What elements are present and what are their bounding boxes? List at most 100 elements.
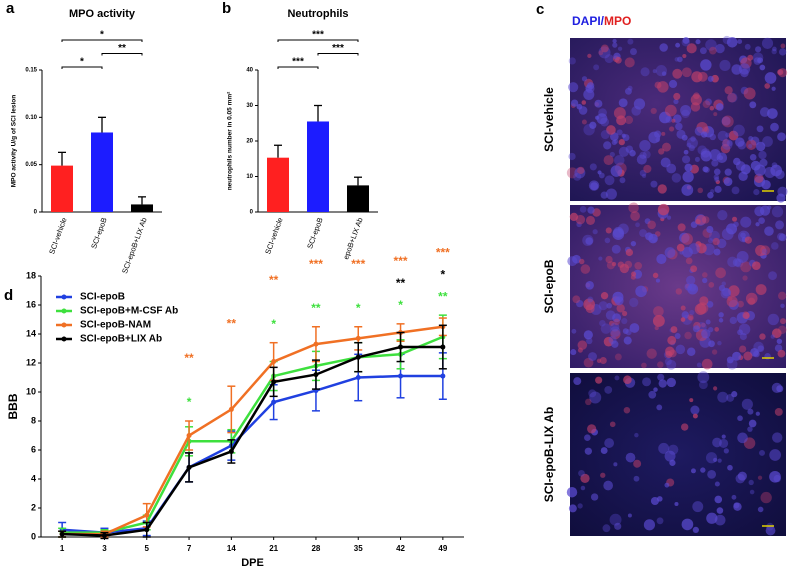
cell [617,46,623,51]
cell [738,171,748,181]
cell [669,459,676,466]
cell [776,193,786,203]
cell [759,449,766,456]
cell [714,327,720,332]
cell [770,334,775,339]
cell [727,92,737,103]
cell [600,191,608,199]
significance-label: *** [332,43,344,54]
cell [642,173,647,179]
cell [656,517,664,525]
cell [705,39,717,51]
significance-bracket [277,39,359,42]
cell [718,312,724,318]
cell [593,64,600,71]
cell [767,313,780,326]
cell [717,130,729,142]
cell [740,232,746,239]
cell [688,315,694,321]
cell [604,237,611,244]
cell [764,226,774,236]
cell [674,501,679,507]
micrograph [570,205,786,368]
cell [680,104,692,116]
cell [598,301,608,311]
cell [669,126,675,132]
cell [700,467,706,473]
cell [635,222,640,228]
cell [707,192,714,199]
y-tick-label: 10 [26,386,36,396]
cell [585,398,592,406]
micrograph [570,373,786,536]
cell [594,99,603,108]
cell [712,237,720,246]
cell [706,225,714,234]
cell [613,226,624,238]
cell [634,261,643,270]
cell [711,159,719,167]
cell [633,98,646,110]
cell [692,526,699,534]
cell [666,359,677,370]
cell [778,233,787,242]
cell [731,64,742,75]
cell [780,43,786,49]
cell [753,341,764,353]
cell [677,56,683,63]
bar [91,132,113,212]
significance-label: ** [184,351,194,365]
cell [603,141,612,150]
panel-letter: b [222,0,231,17]
cell [600,292,609,300]
cell [691,71,703,83]
y-axis-label: BBB [6,393,20,419]
significance-label: *** [436,245,450,259]
significance-bracket [277,66,319,69]
cell [771,382,783,394]
cell [706,300,714,308]
cell [715,43,725,54]
cell [775,220,785,230]
cell [633,459,642,468]
cell [697,145,707,155]
cell [777,69,784,76]
cell [743,87,756,100]
cell [676,129,686,139]
cell [606,302,613,309]
cell [714,495,723,504]
cell [696,302,709,314]
cell [697,187,704,194]
cell [613,139,619,144]
cell [681,109,690,119]
cell [600,129,610,140]
cell [748,144,753,149]
cell [740,261,752,273]
legend-label: SCI-epoB-NAM [80,320,151,331]
significance-label: * [356,301,361,315]
cell [642,377,652,387]
cell [611,140,617,146]
chart-title: Neutrophils [287,8,348,20]
cell [742,312,750,320]
cell [707,469,717,479]
cell [648,390,657,399]
cell [700,59,712,71]
panel-letter: a [6,0,15,17]
cell [574,167,586,179]
cell [616,129,623,136]
y-tick-label: 6 [31,444,36,454]
cell [692,413,698,419]
cell [577,340,588,350]
cell [623,375,632,385]
cell [585,304,595,314]
cell [692,325,700,333]
panel-letter: d [4,287,13,304]
y-tick-label: 12 [26,357,36,367]
image-title-part: DAPI [572,14,601,28]
significance-label: * [441,267,446,281]
cell [719,438,729,448]
y-tick-label: 16 [26,299,36,309]
cell [709,46,717,55]
